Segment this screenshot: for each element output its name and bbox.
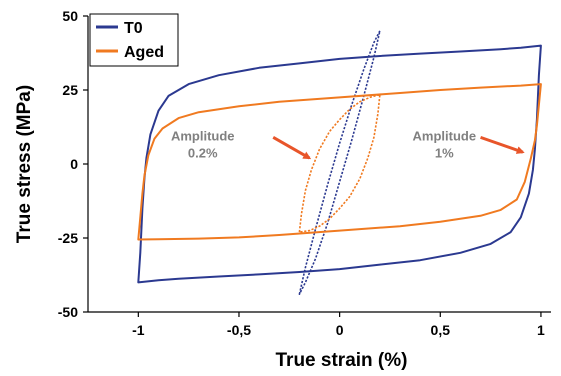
x-tick-label: 0,5 bbox=[431, 322, 451, 338]
annotation-text: 1% bbox=[435, 145, 454, 160]
annotation-text: Amplitude bbox=[171, 128, 235, 143]
t0-loop-1-percent bbox=[137, 44, 542, 284]
y-tick-label: -50 bbox=[58, 304, 78, 320]
legend: T0 Aged bbox=[89, 13, 179, 67]
y-axis-title: True stress (MPa) bbox=[14, 85, 35, 243]
y-tick-label: 0 bbox=[70, 156, 78, 172]
legend-label: T0 bbox=[124, 20, 143, 37]
annotation-arrow bbox=[480, 135, 525, 154]
x-tick-label: 0 bbox=[336, 322, 344, 338]
x-tick-label: -0,5 bbox=[227, 322, 251, 338]
t0-loop-0-2-percent bbox=[298, 30, 381, 295]
aged-loop-1-percent bbox=[137, 83, 542, 241]
annotations-layer: Amplitude 0.2% Amplitude 1% bbox=[171, 128, 525, 160]
x-axis-title: True strain (%) bbox=[276, 350, 408, 371]
legend-label: Aged bbox=[124, 44, 164, 61]
y-tick-label: 50 bbox=[62, 8, 78, 24]
axis-ticks: -50 -25 0 25 50 -1 -0,5 0 0,5 1 bbox=[58, 8, 545, 338]
y-tick-label: -25 bbox=[58, 230, 78, 246]
series-layer bbox=[137, 30, 542, 295]
x-tick-label: 1 bbox=[537, 322, 545, 338]
x-tick-label: -1 bbox=[132, 322, 145, 338]
annotation-text: Amplitude bbox=[413, 128, 477, 143]
annotation-text: 0.2% bbox=[188, 145, 218, 160]
annotation-arrow bbox=[272, 136, 312, 160]
y-tick-label: 25 bbox=[62, 82, 78, 98]
legend-box bbox=[89, 13, 179, 67]
aged-loop-0-2-percent bbox=[298, 93, 381, 233]
